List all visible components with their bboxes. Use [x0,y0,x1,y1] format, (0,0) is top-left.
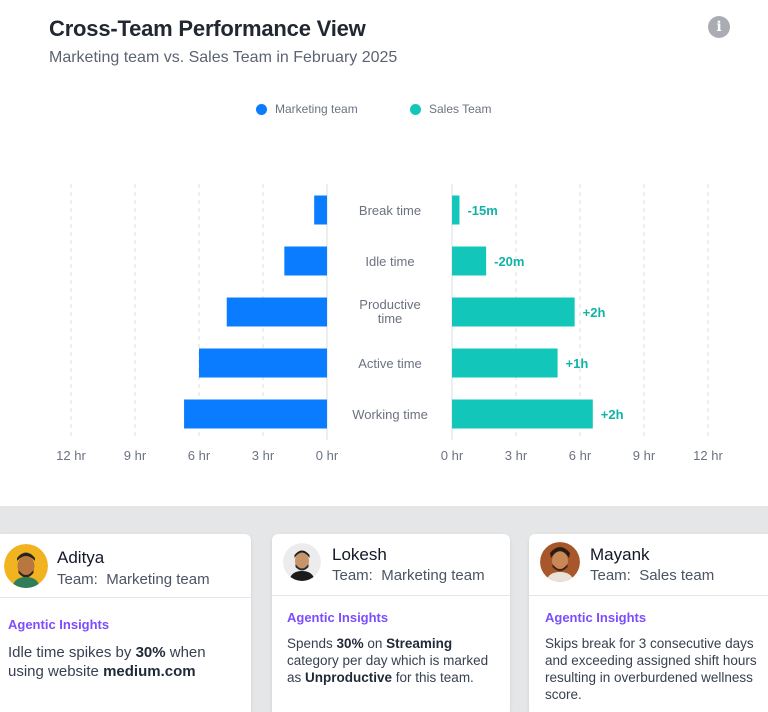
data-label: -20m [494,254,524,269]
insight-text-segment: when using website [8,644,206,680]
team-label: Team: [590,567,631,584]
bar-marketing [199,348,327,378]
insight-text-segment: on [363,636,387,651]
insight-card-lokesh[interactable]: Lokesh Team: Marketing team Agentic Insi… [272,534,510,712]
x-tick-label-left: 12 hr [56,448,86,463]
person-name: Lokesh [332,545,387,564]
insight-title: Agentic Insights [8,617,110,632]
insight-title: Agentic Insights [545,610,647,625]
person-name: Mayank [590,545,650,564]
info-icon[interactable]: i [708,16,730,38]
insight-highlight: Streaming [386,636,453,651]
bar-sales [452,348,558,378]
bar-sales [452,297,575,327]
x-tick-label-left: 9 hr [124,448,147,463]
x-tick-label-right: 6 hr [569,448,592,463]
insight-text-segment: Skips break for 3 consecutive days and e… [545,636,757,702]
insight-text: Skips break for 3 consecutive days and e… [545,635,767,703]
legend-label-marketing: Marketing team [275,102,358,116]
butterfly-chart: 12 hr 9 hr 6 hr 3 hr 0 hr 0 hr 3 hr 6 hr 9 hr 12 … [56,184,723,463]
category-label: Active time [358,356,422,371]
team-label: Team: [332,567,373,584]
insights-section: Aditya Team: Marketing team Agentic Insi… [0,506,768,712]
bar-marketing [226,297,327,327]
page-title: Cross-Team Performance View [49,16,366,41]
x-tick-label-right: 0 hr [441,448,464,463]
person-team: Team: Marketing team [57,571,210,588]
page-subtitle: Marketing team vs. Sales Team in Februar… [49,49,398,66]
team-value: Marketing team [381,567,485,584]
insight-text-segment: for this team. [392,670,474,685]
insight-card-header: Aditya Team: Marketing team [0,534,251,598]
data-label: +2h [583,305,606,320]
chart-card: Cross-Team Performance View Marketing te… [0,16,768,463]
chart-legend: Marketing team Sales Team [0,102,768,120]
data-label: +1h [566,356,589,371]
category-label: Working time [352,407,428,422]
insight-text: Idle time spikes by 30% when using websi… [8,643,240,681]
category-label: Productive time [359,297,420,326]
legend-marker-marketing [256,103,267,115]
insight-card-aditya[interactable]: Aditya Team: Marketing team Agentic Insi… [0,534,251,712]
person-team: Team: Sales team [590,567,714,584]
legend-item-marketing[interactable]: Marketing team [256,102,358,116]
avatar-lokesh [283,543,321,581]
insight-text-segment: category per day which is marked as [287,653,489,685]
avatar-mayank [540,542,580,582]
team-label: Team: [57,571,98,588]
insight-text-segment: Spends [287,636,337,651]
avatar-aditya [4,544,48,588]
x-tick-label-right: 12 hr [693,448,723,463]
legend-marker-sales [410,103,421,115]
insight-highlight: 30% [135,644,166,661]
category-label: Break time [359,203,421,218]
category-label: Idle time [365,254,414,269]
insight-card-header: Lokesh Team: Marketing team [272,534,510,596]
data-label: +2h [601,407,624,422]
bar-marketing [314,195,327,225]
insight-title: Agentic Insights [287,610,389,625]
bar-marketing [184,399,327,429]
insight-highlight: Unproductive [305,670,393,685]
x-tick-label-right: 3 hr [505,448,528,463]
person-name: Aditya [57,548,105,567]
insight-card-header: Mayank Team: Sales team [529,534,768,596]
team-value: Sales team [639,567,715,584]
legend-item-sales[interactable]: Sales Team [410,102,491,116]
insight-text: Spends 30% on Streaming category per day… [287,635,505,686]
bar-sales [452,246,487,276]
insight-text-segment: Idle time spikes by [8,644,136,661]
insight-card-mayank[interactable]: Mayank Team: Sales team Agentic Insights… [529,534,768,712]
bar-marketing [284,246,327,276]
bar-sales [452,399,593,429]
x-tick-label-right: 9 hr [633,448,656,463]
team-value: Marketing team [106,571,210,588]
insight-highlight: 30% [336,636,364,651]
person-team: Team: Marketing team [332,567,485,584]
bar-sales [452,195,460,225]
x-tick-label-left: 3 hr [252,448,275,463]
data-label: -15m [467,203,497,218]
x-tick-label-left: 6 hr [188,448,211,463]
legend-label-sales: Sales Team [429,102,492,116]
x-tick-label-left: 0 hr [316,448,339,463]
insight-highlight: medium.com [103,663,196,680]
